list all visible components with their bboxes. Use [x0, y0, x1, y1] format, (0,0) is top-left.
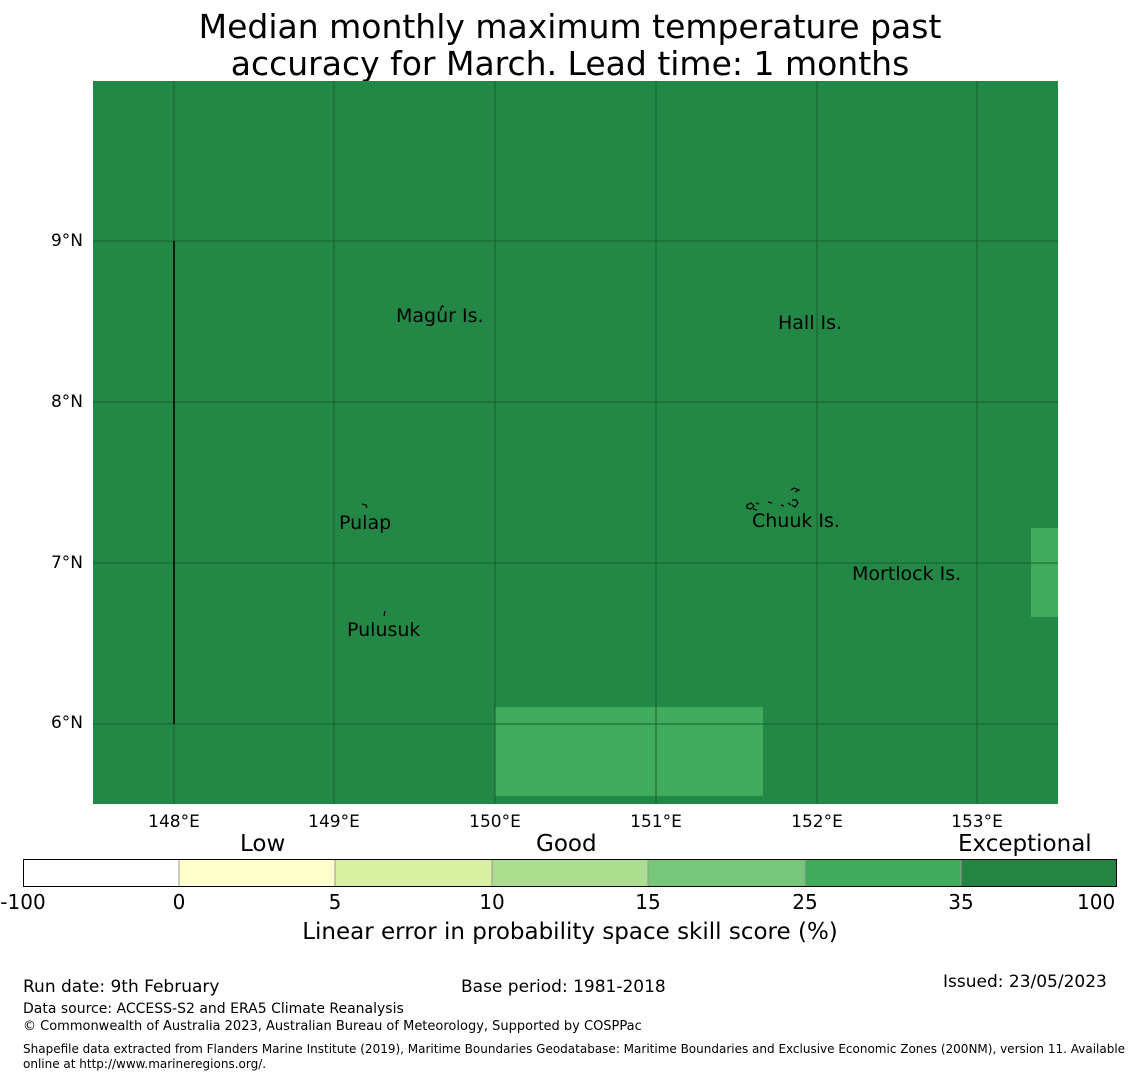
skill-patch-east	[1031, 528, 1058, 617]
colorbar-tick-5: 5	[328, 890, 342, 914]
map-panel	[93, 81, 1058, 804]
colorbar-segment-4	[492, 859, 648, 887]
colorbar-tick-minus100: -100	[0, 890, 46, 914]
lat-tick-8n: 8°N	[50, 392, 83, 412]
issued-date: Issued: 23/05/2023	[943, 972, 1107, 992]
colorbar	[23, 859, 1117, 887]
skill-patch-south	[495, 707, 763, 796]
map-background	[93, 81, 1058, 804]
place-label-pulap: Pulap	[339, 512, 392, 534]
island-chuuk-east	[790, 487, 801, 508]
colorbar-tick-15: 15	[635, 890, 661, 914]
data-source: Data source: ACCESS-S2 and ERA5 Climate …	[23, 1001, 404, 1017]
place-label-hall: Hall Is.	[778, 312, 843, 334]
lat-tick-7n: 7°N	[50, 553, 83, 573]
island-pulusuk	[383, 610, 386, 617]
colorbar-label: Linear error in probability space skill …	[302, 919, 838, 945]
lat-tick-9n: 9°N	[50, 231, 83, 251]
island-chuuk-west	[746, 502, 760, 511]
place-label-pulusuk: Pulusuk	[347, 619, 421, 641]
colorbar-segment-5	[648, 859, 805, 887]
colorbar-segment-6	[805, 859, 961, 887]
shapefile-credit-line2: online at http://www.marineregions.org/.	[23, 1057, 267, 1071]
lon-tick-148e: 148°E	[148, 812, 200, 832]
base-period: Base period: 1981-2018	[461, 977, 666, 997]
colorbar-segment-2	[179, 859, 335, 887]
shapefile-credit-line1: Shapefile data extracted from Flanders M…	[23, 1042, 1126, 1056]
lon-tick-151e: 151°E	[630, 812, 682, 832]
place-label-chuuk: Chuuk Is.	[752, 510, 840, 532]
island-pulap	[361, 503, 368, 509]
place-label-magur: Magur Is.	[396, 305, 484, 327]
colorbar-category-exceptional: Exceptional	[958, 831, 1092, 857]
island-magur	[439, 305, 445, 312]
lon-tick-152e: 152°E	[791, 812, 843, 832]
colorbar-tick-10: 10	[479, 890, 505, 914]
colorbar-tick-35: 35	[948, 890, 974, 914]
place-label-mortlock: Mortlock Is.	[852, 563, 962, 585]
lon-tick-153e: 153°E	[951, 812, 1003, 832]
colorbar-tick-25: 25	[792, 890, 818, 914]
colorbar-segment-1	[23, 859, 179, 887]
colorbar-tick-0: 0	[172, 890, 186, 914]
colorbar-segment-3	[335, 859, 492, 887]
colorbar-category-good: Good	[536, 831, 597, 857]
colorbar-category-low: Low	[240, 831, 286, 857]
island-outlines	[361, 305, 801, 617]
run-date: Run date: 9th February	[23, 977, 220, 997]
lon-tick-150e: 150°E	[469, 812, 521, 832]
colorbar-frame	[23, 859, 1117, 887]
lon-tick-149e: 149°E	[308, 812, 360, 832]
island-chuuk-reef	[767, 501, 792, 507]
lat-tick-6n: 6°N	[50, 713, 83, 733]
copyright-notice: © Commonwealth of Australia 2023, Austra…	[23, 1019, 642, 1034]
map-title-line2: accuracy for March. Lead time: 1 months	[230, 44, 910, 83]
colorbar-tick-100: 100	[1077, 890, 1116, 914]
map-title-line1: Median monthly maximum temperature past	[198, 7, 942, 46]
colorbar-segment-7	[961, 859, 1117, 887]
